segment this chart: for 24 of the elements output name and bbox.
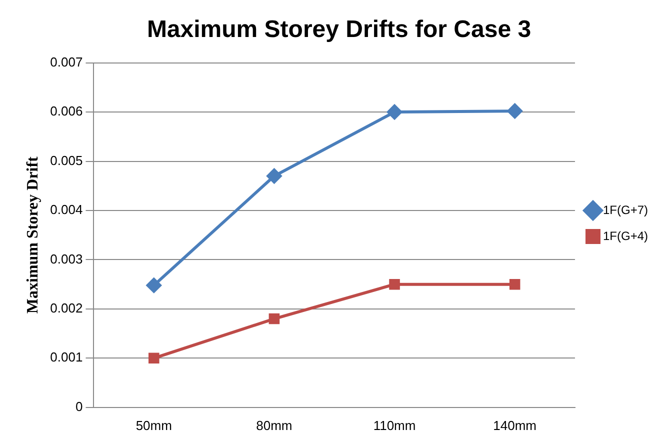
point bbox=[509, 278, 520, 290]
y-tick-label: 0.002 bbox=[50, 300, 83, 316]
y-axis-title: Maximum Storey Drift bbox=[24, 156, 42, 314]
point bbox=[146, 278, 162, 293]
legend-label: 1F(G+4) bbox=[602, 228, 648, 243]
y-tick-label: 0.005 bbox=[50, 152, 83, 168]
point bbox=[387, 104, 402, 120]
point bbox=[266, 168, 282, 184]
x-tick-label: 140mm bbox=[493, 418, 537, 433]
chart-title: Maximum Storey Drifts for Case 3 bbox=[146, 16, 532, 44]
y-tick-label: 0.003 bbox=[50, 251, 83, 266]
point bbox=[389, 278, 400, 290]
y-tick-label: 0.004 bbox=[50, 202, 83, 218]
x-tick-label: 110mm bbox=[373, 418, 416, 433]
point bbox=[507, 104, 522, 119]
y-tick-label: 0 bbox=[75, 398, 83, 414]
x-tick-label: 80mm bbox=[256, 418, 292, 433]
point bbox=[268, 313, 280, 324]
legend-label: 1F(G+7) bbox=[602, 202, 648, 217]
point bbox=[148, 352, 160, 364]
x-tick-label: 50mm bbox=[136, 418, 172, 433]
y-tick-label: 0.006 bbox=[50, 104, 83, 119]
y-tick-label: 0.001 bbox=[50, 350, 83, 365]
y-tick-label: 0.007 bbox=[50, 54, 83, 70]
